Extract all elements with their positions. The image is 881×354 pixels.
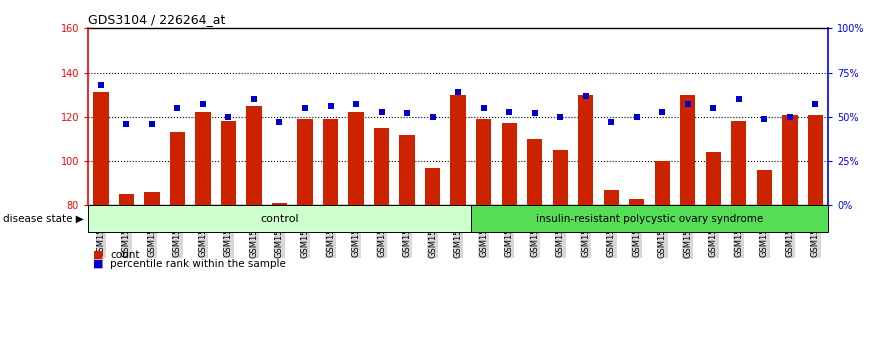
Bar xyxy=(170,132,185,205)
Bar xyxy=(119,194,134,205)
Bar xyxy=(93,92,108,205)
Text: ■: ■ xyxy=(93,250,103,260)
Bar xyxy=(552,150,568,205)
Bar xyxy=(247,106,262,205)
Bar xyxy=(757,170,772,205)
Bar xyxy=(399,135,415,205)
Text: count: count xyxy=(110,250,139,260)
Bar xyxy=(221,121,236,205)
Bar xyxy=(706,152,721,205)
Bar xyxy=(298,119,313,205)
Bar xyxy=(527,139,543,205)
Bar xyxy=(425,168,440,205)
Bar xyxy=(196,113,211,205)
Bar xyxy=(348,113,364,205)
Text: GDS3104 / 226264_at: GDS3104 / 226264_at xyxy=(88,13,226,26)
Bar xyxy=(322,119,338,205)
Bar xyxy=(655,161,670,205)
Text: control: control xyxy=(260,213,299,224)
Bar xyxy=(629,199,644,205)
Bar xyxy=(808,115,823,205)
Bar xyxy=(476,119,492,205)
Bar xyxy=(272,203,287,205)
Bar xyxy=(578,95,594,205)
Bar xyxy=(144,192,159,205)
Bar xyxy=(731,121,746,205)
Bar xyxy=(374,128,389,205)
Bar xyxy=(782,115,797,205)
Bar xyxy=(501,124,517,205)
Text: disease state ▶: disease state ▶ xyxy=(3,213,84,224)
Text: ■: ■ xyxy=(93,259,103,269)
Text: percentile rank within the sample: percentile rank within the sample xyxy=(110,259,286,269)
Text: insulin-resistant polycystic ovary syndrome: insulin-resistant polycystic ovary syndr… xyxy=(536,213,763,224)
Bar xyxy=(680,95,695,205)
Bar xyxy=(603,190,618,205)
Bar xyxy=(450,95,466,205)
